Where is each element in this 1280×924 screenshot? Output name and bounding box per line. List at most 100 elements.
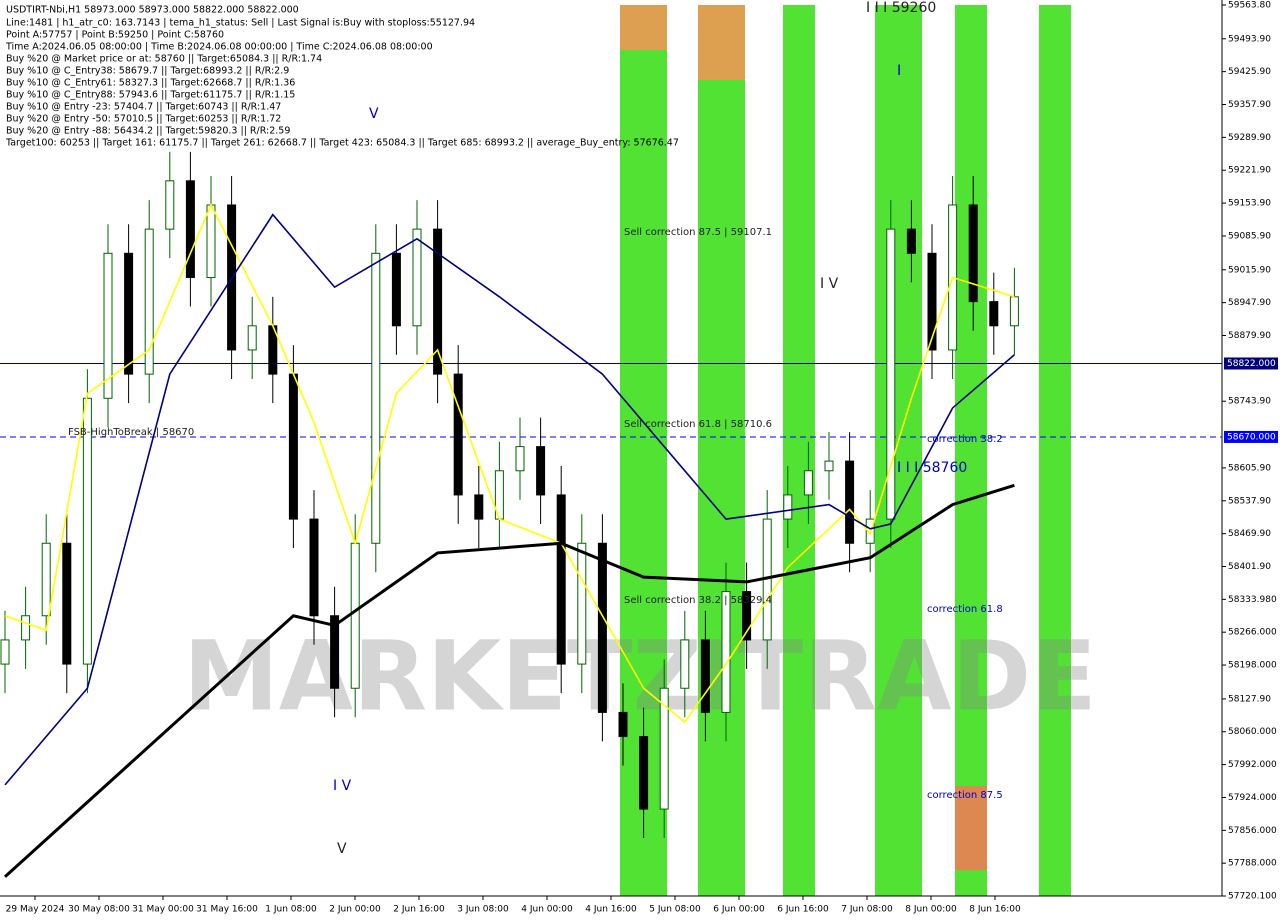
candle-body [288, 373, 298, 520]
annotation: I V [333, 778, 352, 794]
info-line: Buy %20 @ Market price or at: 58760 || T… [6, 54, 322, 65]
y-tick-label: 59015.90 [1228, 265, 1271, 275]
candle-body [247, 325, 257, 351]
zone [955, 5, 987, 896]
candle-body [906, 228, 916, 254]
moving-average [4, 213, 1015, 786]
y-tick-label: 57720.100 [1228, 892, 1277, 902]
y-tick-label: 58198.000 [1228, 661, 1277, 671]
annotation: Sell correction 61.8 | 58710.6 [624, 419, 772, 430]
candle-body [536, 446, 546, 496]
zone [620, 5, 667, 50]
candle-body [371, 252, 381, 544]
info-line: Line:1481 | h1_atr_c0: 163.7143 | tema_h… [6, 18, 475, 29]
candle-body [680, 639, 690, 689]
y-tick-label: 58947.90 [1228, 298, 1271, 308]
x-tick-label: 6 Jun 16:00 [777, 905, 829, 915]
y-tick-label: 59357.90 [1228, 100, 1271, 110]
x-tick-label: 2 Jun 16:00 [393, 905, 445, 915]
x-tick-label: 7 Jun 08:00 [841, 905, 893, 915]
plot-area [0, 0, 1222, 896]
candle-body [597, 542, 607, 713]
candle-body [433, 228, 443, 375]
annotation: I I I 58760 [897, 460, 967, 476]
x-tick-label: 8 Jun 16:00 [969, 905, 1021, 915]
annotation: I [897, 63, 901, 79]
candle-body [803, 470, 813, 496]
y-tick-label: 58469.90 [1228, 529, 1271, 539]
annotation: I I I 59260 [866, 0, 936, 16]
candle-body [350, 542, 360, 689]
candle-body [824, 460, 834, 472]
y-tick-label: 59221.90 [1228, 166, 1271, 176]
zone [1039, 5, 1071, 896]
y-tick-label: 57856.000 [1228, 826, 1277, 836]
y-tick-label: 58127.90 [1228, 694, 1271, 704]
moving-average [3, 483, 1015, 878]
candle-body [124, 252, 134, 375]
y-tick-label: 57992.000 [1228, 760, 1277, 770]
candle-body [453, 373, 463, 496]
x-tick-label: 3 Jun 08:00 [457, 905, 509, 915]
y-tick-label: 58401.90 [1228, 562, 1271, 572]
info-line: Buy %20 @ Entry -88: 56434.2 || Target:5… [6, 126, 290, 137]
y-tick-label: 57788.000 [1228, 859, 1277, 869]
candle-body [21, 615, 31, 641]
x-tick-label: 30 May 08:00 [68, 905, 130, 915]
candle-body [515, 446, 525, 472]
candle-body [742, 591, 752, 641]
price-label: 58670.000 [1227, 432, 1276, 442]
y-tick-label: 58605.90 [1228, 463, 1271, 473]
x-tick-label: 8 Jun 00:00 [905, 905, 957, 915]
y-tick-label: 58060.000 [1228, 727, 1277, 737]
candle-body [639, 736, 649, 810]
y-tick-label: 58743.90 [1228, 397, 1271, 407]
x-tick-label: 6 Jun 00:00 [713, 905, 765, 915]
candle-body [412, 228, 422, 327]
y-tick-label: 58333.980 [1228, 595, 1277, 605]
annotation: Sell correction 87.5 | 59107.1 [624, 227, 772, 238]
info-line: Buy %10 @ Entry -23: 57404.7 || Target:6… [6, 102, 281, 113]
candle-body [474, 494, 484, 520]
y-tick-label: 59289.90 [1228, 133, 1271, 143]
candle-body [82, 397, 92, 665]
candle-body [0, 639, 10, 665]
candle-body [556, 494, 566, 665]
candle-body [1009, 296, 1019, 327]
y-tick-label: 58537.90 [1228, 496, 1271, 506]
y-tick-label: 58879.90 [1228, 331, 1271, 341]
candle-body [206, 204, 216, 278]
annotation: V [337, 841, 347, 857]
annotation: correction 61.8 [927, 604, 1003, 615]
x-tick-label: 4 Jun 16:00 [585, 905, 637, 915]
candle-body [618, 711, 628, 738]
x-tick-label: 29 May 2024 [6, 905, 65, 915]
info-line: Buy %10 @ C_Entry61: 58327.3 || Target:6… [6, 78, 295, 89]
x-tick-label: 2 Jun 00:00 [329, 905, 381, 915]
info-title: USDTIRT-Nbi,H1 58973.000 58973.000 58822… [6, 5, 299, 16]
info-line: Point A:57757 | Point B:59250 | Point C:… [6, 30, 224, 41]
candle-body [968, 204, 978, 303]
price-label-bg [1224, 357, 1278, 370]
zone [698, 5, 745, 896]
info-line: Target100: 60253 || Target 161: 61175.7 … [5, 138, 679, 149]
candle-body [330, 615, 340, 689]
candle-body [989, 301, 999, 327]
candle-body [783, 494, 793, 520]
y-tick-label: 59153.90 [1228, 199, 1271, 209]
info-line: Buy %20 @ Entry -50: 57010.5 || Target:6… [6, 114, 281, 125]
y-tick-label: 59563.80 [1228, 1, 1271, 11]
y-tick-label: 57924.000 [1228, 793, 1277, 803]
candle-body [927, 252, 937, 351]
y-tick-label: 59425.90 [1228, 67, 1271, 77]
y-tick-label: 59493.90 [1228, 34, 1271, 44]
x-tick-label: 31 May 16:00 [196, 905, 258, 915]
candle-body [845, 460, 855, 544]
price-label-bg [1224, 430, 1278, 443]
y-tick-label: 58266.000 [1228, 628, 1277, 638]
candle-body [700, 639, 710, 713]
candle-body [721, 591, 731, 713]
x-tick-label: 5 Jun 08:00 [649, 905, 701, 915]
y-tick-label: 59085.90 [1228, 231, 1271, 241]
